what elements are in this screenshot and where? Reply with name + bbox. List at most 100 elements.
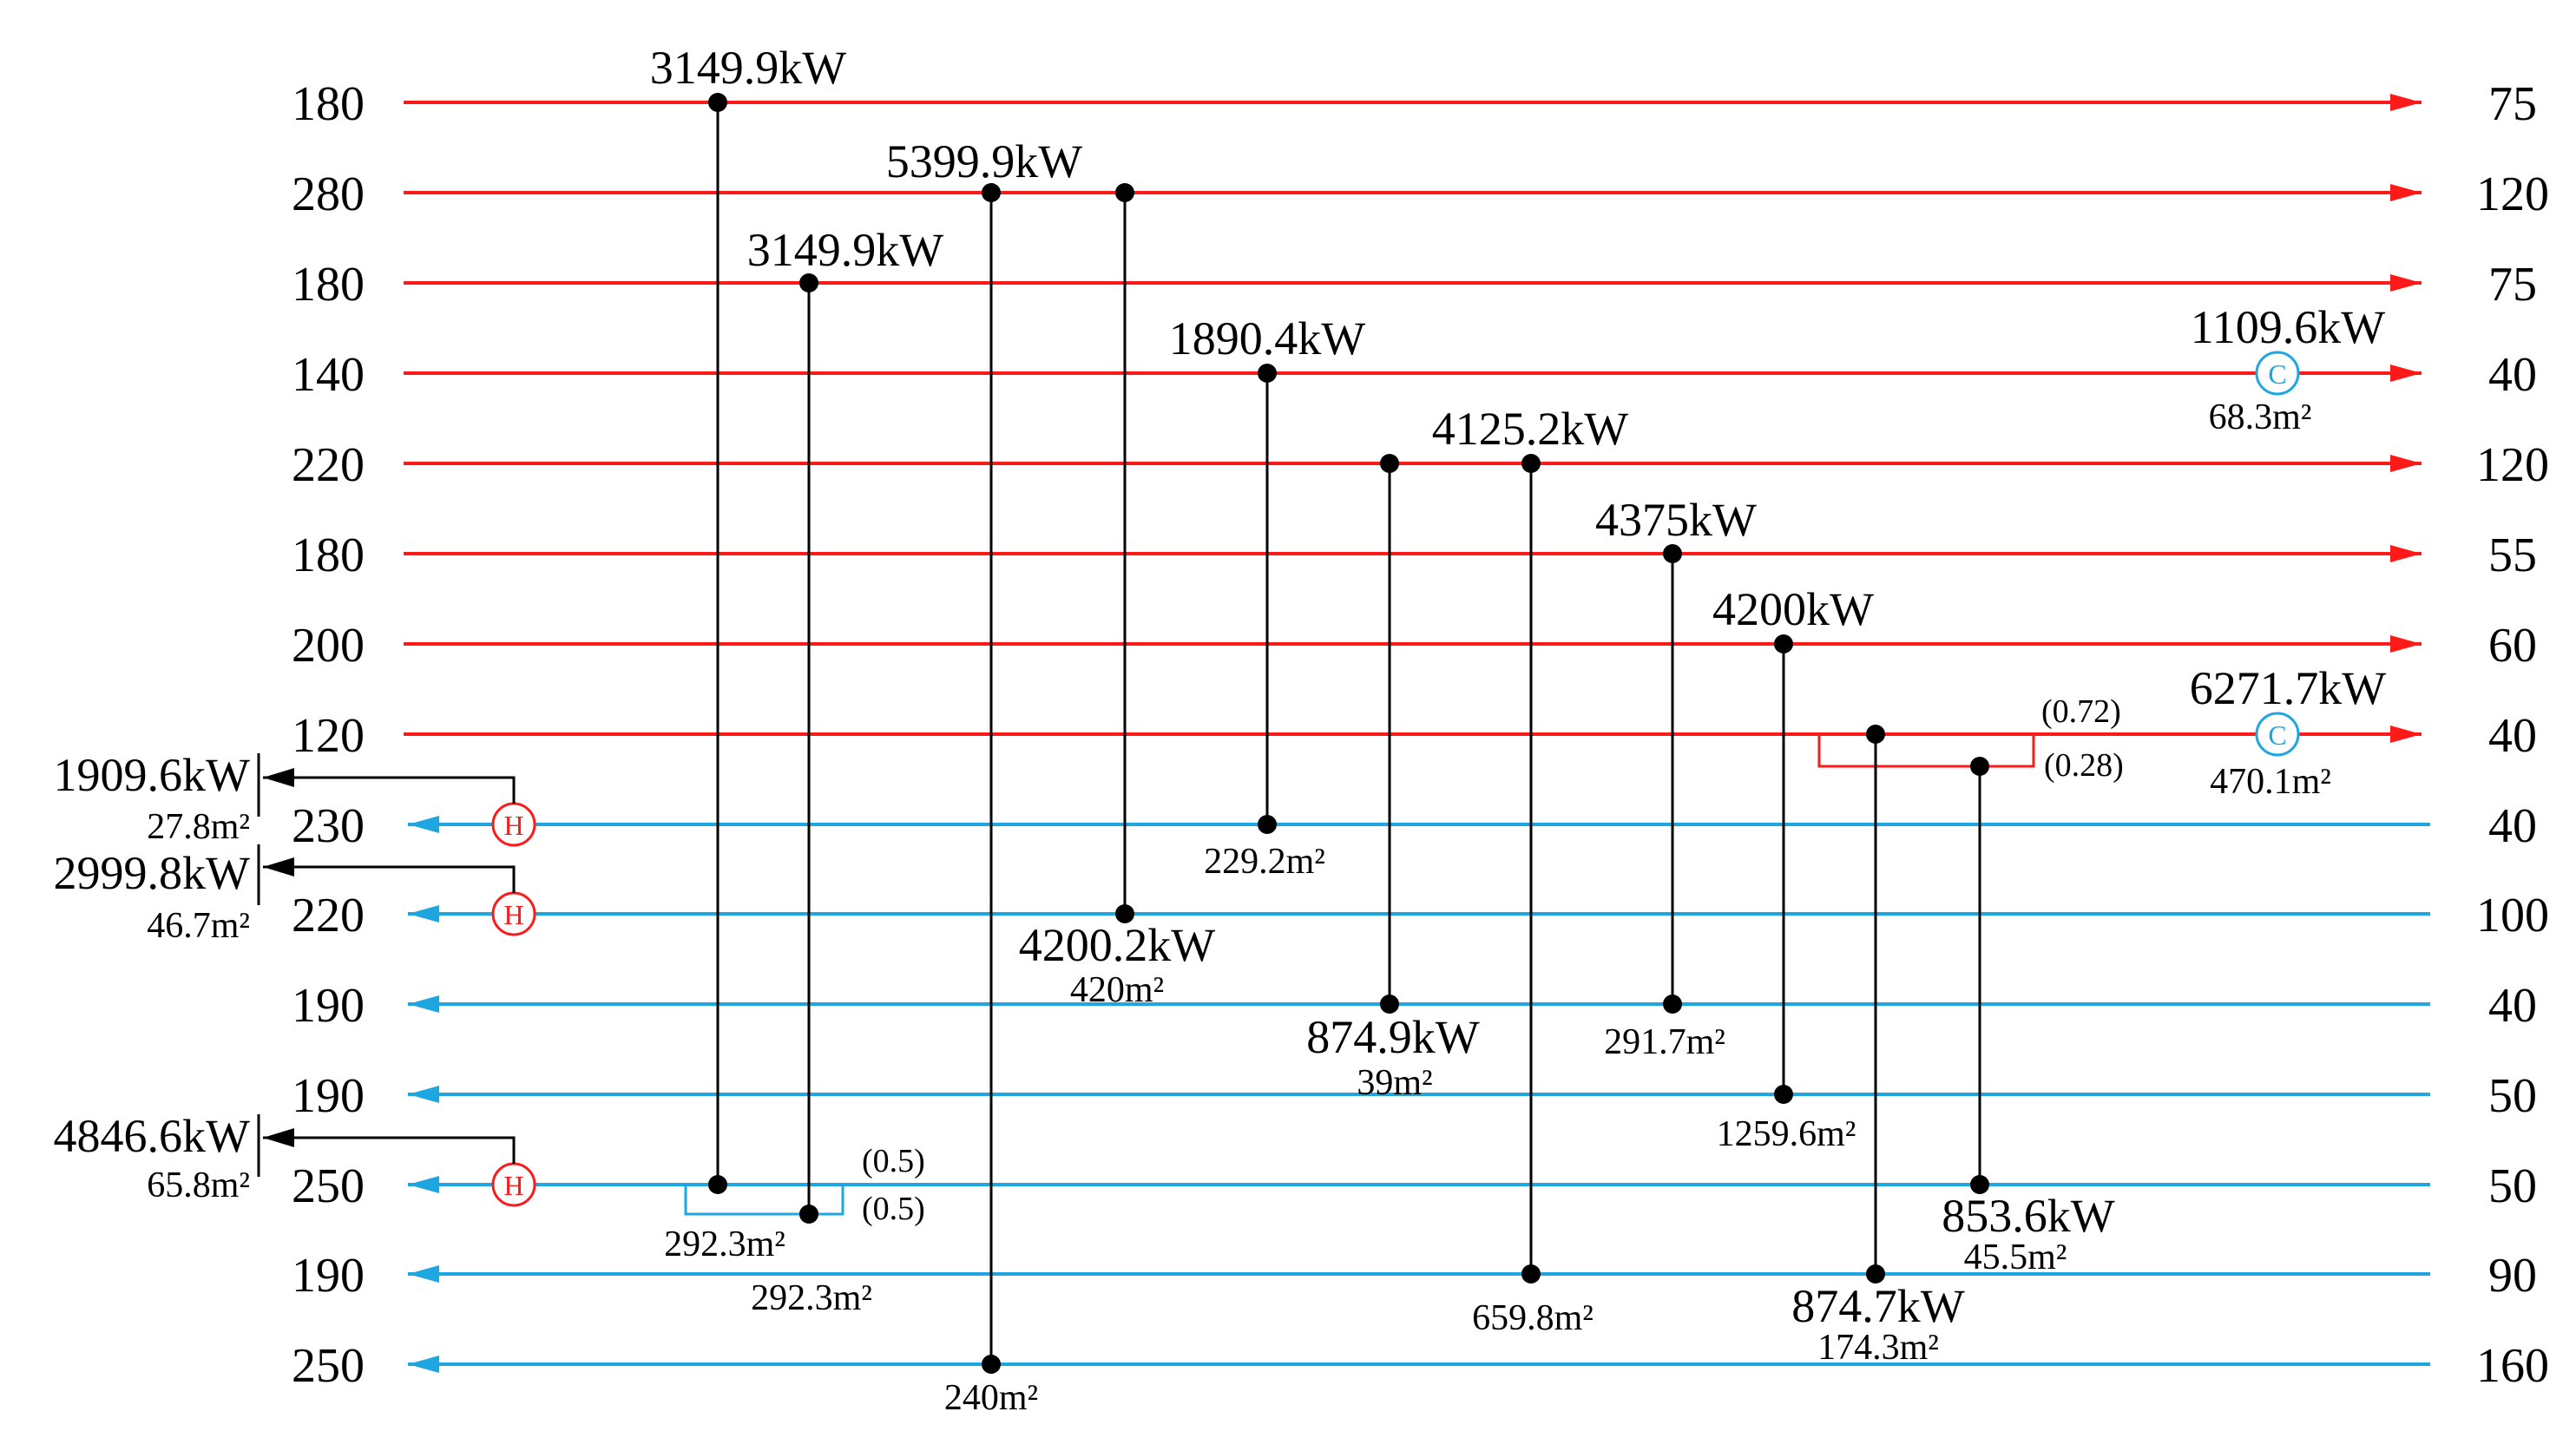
cooler-1-icon — [2255, 351, 2300, 396]
exchanger-11-hot-node — [1970, 757, 1989, 776]
exchanger-4: 4200.2kW 420m² — [1019, 183, 1216, 1010]
exchanger-6-area: 39m² — [1357, 1063, 1432, 1103]
cold-stream-5: 250 50 — [292, 1159, 2537, 1213]
hot-stream-6-inlet-temp: 180 — [292, 529, 365, 582]
cold-stream-5-split: (0.5) (0.5) — [684, 1143, 925, 1227]
cooler-1-symbol: C — [2268, 358, 2286, 390]
hot-split-fraction-b: (0.28) — [2044, 747, 2124, 784]
heater-1-duty: 1909.6kW — [54, 749, 251, 801]
cold-split-fraction-b: (0.5) — [862, 1191, 925, 1227]
hot-stream-3: 180 75 — [292, 258, 2537, 312]
exchanger-9-hot-node — [1774, 634, 1793, 653]
hot-split-fraction-a: (0.72) — [2041, 693, 2121, 730]
hot-stream-5-outlet-temp: 120 — [2476, 438, 2549, 492]
exchanger-11-area: 45.5m² — [1964, 1238, 2067, 1277]
hot-stream-5: 220 120 — [292, 438, 2549, 492]
cooler-2-symbol: C — [2268, 719, 2286, 751]
heater-3: H 4846.6kW 65.8m² — [54, 1110, 536, 1207]
cold-stream-1: 230 40 — [292, 799, 2537, 853]
cooler-1: C 1109.6kW 68.3m² — [2191, 301, 2385, 437]
heater-1-area: 27.8m² — [147, 807, 250, 847]
exchanger-1-cold-node — [708, 1175, 727, 1194]
cold-stream-3-inlet-temp: 40 — [2488, 979, 2537, 1033]
exchanger-2-cold-node — [799, 1205, 818, 1224]
heater-3-duty: 4846.6kW — [54, 1110, 251, 1162]
exchanger-9-area: 1259.6m² — [1717, 1114, 1856, 1154]
cooler-2-icon — [2255, 712, 2300, 757]
exchanger-7-cold-node — [1521, 1264, 1541, 1284]
hot-stream-2-outlet-temp: 120 — [2476, 167, 2549, 221]
hot-stream-4-outlet-temp: 40 — [2488, 348, 2537, 402]
exchanger-7-area: 659.8m² — [1472, 1298, 1594, 1338]
exchanger-2-hot-node — [799, 273, 818, 292]
exchanger-4-hot-node — [1115, 183, 1134, 202]
cold-stream-7: 250 160 — [292, 1339, 2549, 1393]
hot-stream-8: 120 40 — [292, 709, 2537, 763]
exchanger-3-area: 240m² — [944, 1378, 1038, 1418]
cold-stream-7-outlet-temp: 250 — [292, 1339, 365, 1393]
exchanger-8-cold-node — [1663, 995, 1682, 1014]
hot-stream-6-outlet-temp: 55 — [2488, 529, 2537, 582]
exchanger-11-cold-node — [1970, 1175, 1989, 1194]
heater-2: H 2999.8kW 46.7m² — [54, 844, 536, 946]
exchanger-8-hot-node — [1663, 544, 1682, 563]
exchanger-5-cold-node — [1258, 815, 1277, 834]
exchanger-4-cold-node — [1115, 904, 1134, 923]
exchanger-7-duty: 874.9kW — [1306, 1011, 1480, 1063]
cold-stream-2-outlet-temp: 220 — [292, 889, 365, 942]
hot-stream-8-inlet-temp: 120 — [292, 709, 365, 763]
cold-streams: 230 40 220 100 190 40 190 50 250 50 190 … — [292, 799, 2549, 1393]
heater-1: H 1909.6kW 27.8m² — [54, 749, 536, 847]
exchanger-8: 4375kW 291.7m² — [1595, 494, 1757, 1062]
cold-stream-4: 190 50 — [292, 1069, 2537, 1123]
hot-stream-6: 180 55 — [292, 529, 2537, 582]
exchanger-6-hot-node — [1380, 454, 1399, 473]
hot-stream-3-inlet-temp: 180 — [292, 258, 365, 312]
hot-stream-8-split: (0.72) (0.28) — [1817, 693, 2124, 784]
exchanger-2: 3149.9kW 292.3m² — [747, 224, 944, 1318]
hot-stream-5-inlet-temp: 220 — [292, 438, 365, 492]
exchanger-2-duty: 3149.9kW — [747, 224, 944, 276]
exchanger-7-hot-node — [1521, 454, 1541, 473]
cold-stream-5-inlet-temp: 50 — [2488, 1159, 2537, 1213]
hot-stream-1-outlet-temp: 75 — [2488, 77, 2537, 131]
cold-stream-7-inlet-temp: 160 — [2476, 1339, 2549, 1393]
exchanger-4-duty: 4200.2kW — [1019, 919, 1216, 971]
exchanger-3-duty: 5399.9kW — [886, 135, 1083, 187]
exchanger-5-area: 229.2m² — [1204, 842, 1325, 882]
cold-stream-4-inlet-temp: 50 — [2488, 1069, 2537, 1123]
exchanger-5-hot-node — [1258, 364, 1277, 383]
cooler-2-area: 470.1m² — [2210, 762, 2331, 802]
cooler-1-duty: 1109.6kW — [2191, 301, 2385, 353]
heater-2-symbol: H — [503, 899, 523, 930]
hot-stream-2: 280 120 — [292, 167, 2549, 221]
cooler-2-duty: 6271.7kW — [2190, 662, 2387, 714]
exchanger-11-duty: 853.6kW — [1942, 1190, 2115, 1242]
exchanger-9: 4200kW 1259.6m² — [1712, 583, 1874, 1154]
cold-stream-5-outlet-temp: 250 — [292, 1159, 365, 1213]
hot-stream-4-inlet-temp: 140 — [292, 348, 365, 402]
exchanger-10: 874.7kW 174.3m² — [1791, 725, 1965, 1368]
exchanger-6-duty: 4125.2kW — [1432, 403, 1629, 455]
exchanger-6-cold-node — [1380, 995, 1399, 1014]
exchanger-1-area: 292.3m² — [664, 1224, 785, 1264]
hot-stream-4: 140 40 — [292, 348, 2537, 402]
exchanger-5: 1890.4kW 229.2m² — [1169, 312, 1366, 882]
cold-stream-1-inlet-temp: 40 — [2488, 799, 2537, 853]
cold-stream-2: 220 100 — [292, 889, 2549, 942]
heater-2-area: 46.7m² — [147, 906, 250, 946]
heater-3-symbol: H — [503, 1170, 523, 1201]
exchanger-10-area: 174.3m² — [1817, 1328, 1939, 1368]
cold-stream-4-outlet-temp: 190 — [292, 1069, 365, 1123]
hot-stream-7-outlet-temp: 60 — [2488, 619, 2537, 673]
exchanger-11: 853.6kW 45.5m² — [1942, 757, 2115, 1277]
exchanger-10-duty: 874.7kW — [1791, 1280, 1965, 1332]
exchanger-8-area: 291.7m² — [1604, 1022, 1725, 1062]
exchanger-9-duty: 4200kW — [1712, 583, 1874, 635]
exchanger-7: 874.9kW 659.8m² — [1306, 454, 1594, 1338]
exchanger-4-area: 420m² — [1070, 970, 1164, 1010]
exchanger-8-duty: 4375kW — [1595, 494, 1757, 546]
exchanger-3: 5399.9kW 240m² — [886, 135, 1083, 1418]
hot-stream-1-inlet-temp: 180 — [292, 77, 365, 131]
